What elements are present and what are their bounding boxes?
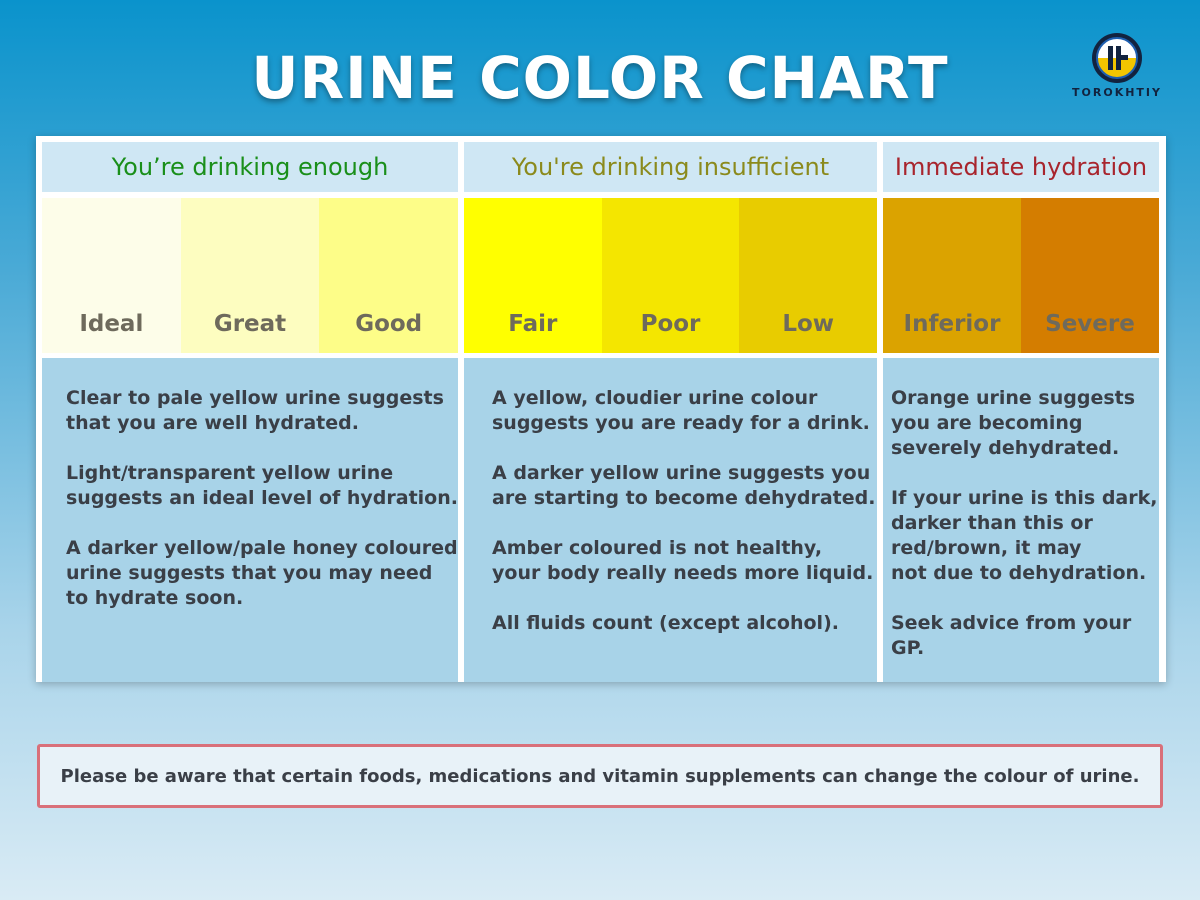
swatch-good: Good xyxy=(319,198,459,353)
swatch-label: Severe xyxy=(1045,311,1135,337)
description-paragraph: A darker yellow urine suggests you are s… xyxy=(492,462,876,509)
description-paragraph: Clear to pale yellow urine suggests that… xyxy=(66,387,444,434)
column-drinking-enough: You’re drinking enough Ideal Great Good … xyxy=(42,136,459,682)
description-paragraph: Light/transparent yellow urine suggests … xyxy=(66,462,458,509)
swatch-fair: Fair xyxy=(464,198,602,353)
logo-text: TOROKHTIY xyxy=(1072,86,1162,99)
swatch-label: Low xyxy=(782,311,835,337)
swatch-label: Poor xyxy=(640,311,701,337)
column-description: Orange urine suggests you are becoming s… xyxy=(883,358,1159,682)
column-heading: You’re drinking enough xyxy=(42,142,458,192)
column-immediate-hydration: Immediate hydration Inferior Severe Oran… xyxy=(883,136,1159,682)
swatch-ideal: Ideal xyxy=(42,198,181,353)
swatch-low: Low xyxy=(739,198,878,353)
column-description: A yellow, cloudier urine colour suggests… xyxy=(464,358,877,682)
description-paragraph: A darker yellow/pale honey coloured urin… xyxy=(66,537,458,609)
page-title: URINE COLOR CHART xyxy=(251,44,949,112)
swatch-label: Fair xyxy=(508,311,558,337)
column-heading-text: Immediate hydration xyxy=(894,153,1148,181)
swatch-label: Ideal xyxy=(79,311,144,337)
swatch-row: Inferior Severe xyxy=(883,198,1159,353)
column-heading: You're drinking insufficient xyxy=(464,142,877,192)
description-paragraph: Seek advice from your GP. xyxy=(891,612,1132,659)
chart-board: You’re drinking enough Ideal Great Good … xyxy=(36,136,1166,682)
description-paragraph: Amber coloured is not healthy, your body… xyxy=(492,537,874,584)
column-heading: Immediate hydration xyxy=(883,142,1159,192)
column-heading-text: You're drinking insufficient xyxy=(511,153,830,181)
swatch-great: Great xyxy=(180,198,320,353)
swatch-inferior: Inferior xyxy=(883,198,1021,353)
description-paragraph: A yellow, cloudier urine colour suggests… xyxy=(492,387,870,434)
swatch-label: Great xyxy=(213,311,287,337)
description-paragraph: All fluids count (except alcohol). xyxy=(492,612,839,634)
swatch-row: Fair Poor Low xyxy=(464,198,878,353)
swatch-label: Inferior xyxy=(903,311,1001,337)
swatch-severe: Severe xyxy=(1021,198,1159,353)
swatch-label: Good xyxy=(355,311,423,337)
swatch-row: Ideal Great Good xyxy=(42,198,459,353)
column-description: Clear to pale yellow urine suggests that… xyxy=(42,358,458,682)
disclaimer-text: Please be aware that certain foods, medi… xyxy=(60,765,1140,787)
torokhtiy-logo-icon xyxy=(1092,33,1142,83)
column-heading-text: You’re drinking enough xyxy=(111,153,389,181)
column-drinking-insufficient: You're drinking insufficient Fair Poor L… xyxy=(464,136,878,682)
description-paragraph: If your urine is this dark, darker than … xyxy=(891,487,1158,584)
disclaimer-note: Please be aware that certain foods, medi… xyxy=(37,744,1163,808)
description-paragraph: Orange urine suggests you are becoming s… xyxy=(891,387,1136,459)
brand-logo: TOROKHTIY xyxy=(1062,32,1172,99)
swatch-poor: Poor xyxy=(601,198,740,353)
